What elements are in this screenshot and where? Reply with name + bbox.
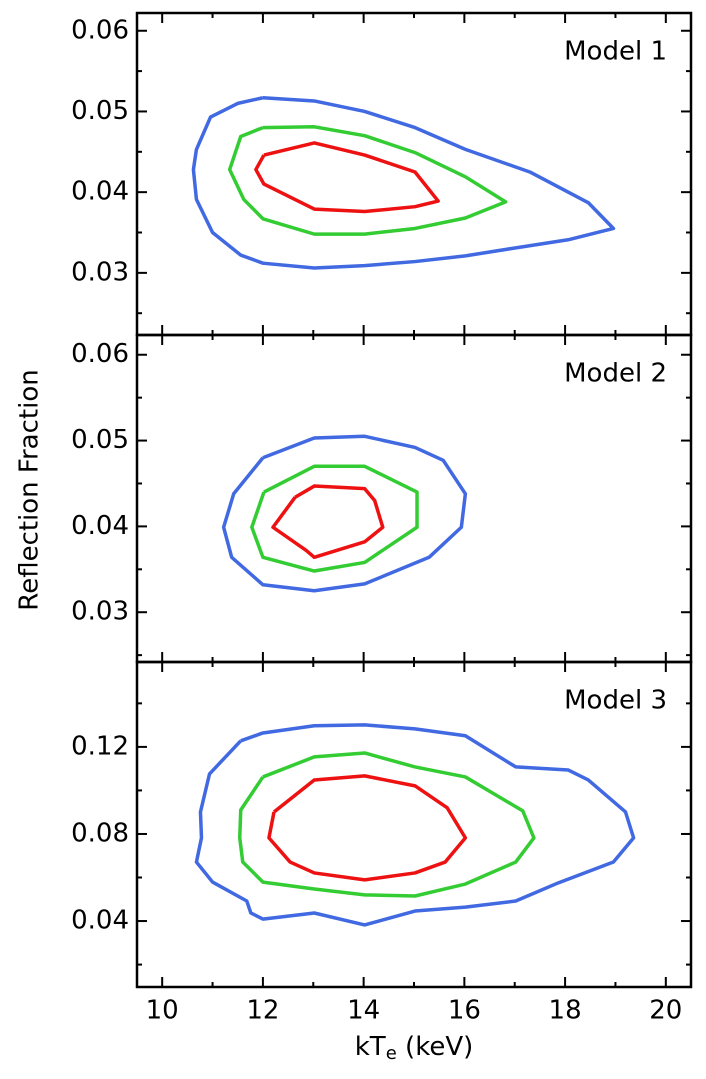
contour-line	[227, 125, 508, 236]
contour-line	[267, 774, 468, 882]
x-tick-label: 14	[347, 996, 380, 1026]
y-tick-label: 0.03	[71, 257, 129, 287]
y-tick-label: 0.04	[71, 177, 129, 207]
x-axis-label-part: kT	[355, 1032, 386, 1062]
x-tick-label: 20	[649, 996, 682, 1026]
panel-annotation: Model 2	[564, 359, 667, 389]
y-tick-label: 0.06	[71, 339, 129, 369]
y-tick-label: 0.04	[71, 906, 129, 936]
x-tick-label: 12	[246, 996, 279, 1026]
panel-annotation: Model 1	[564, 37, 667, 67]
plot-area	[191, 95, 616, 270]
y-tick-label: 0.05	[71, 96, 129, 126]
y-tick-label: 0.12	[71, 731, 129, 761]
y-tick-label: 0.08	[71, 818, 129, 848]
contour-line	[194, 723, 636, 927]
plot-area	[194, 723, 636, 927]
y-tick-label: 0.03	[71, 597, 129, 627]
x-tick-label: 18	[549, 996, 582, 1026]
contour-line	[254, 141, 440, 214]
contour-line	[221, 434, 468, 593]
x-tick-label: 10	[146, 996, 179, 1026]
panel-annotation: Model 3	[564, 686, 667, 716]
y-tick-label: 0.06	[71, 15, 129, 45]
contour-line	[191, 95, 616, 270]
contour-line	[237, 751, 536, 898]
contour-line	[271, 484, 385, 560]
x-tick-label: 16	[448, 996, 481, 1026]
x-axis-label-part: (keV)	[397, 1032, 473, 1062]
y-axis-label: Reflection Fraction	[15, 369, 45, 610]
plot-area	[221, 434, 468, 593]
y-tick-label: 0.04	[71, 511, 129, 541]
contour-line	[250, 464, 419, 573]
axes-frame	[135, 660, 693, 989]
y-tick-label: 0.05	[71, 425, 129, 455]
x-axis-label: kTe (keV)	[355, 1032, 474, 1065]
x-axis-label-part: e	[386, 1043, 397, 1064]
